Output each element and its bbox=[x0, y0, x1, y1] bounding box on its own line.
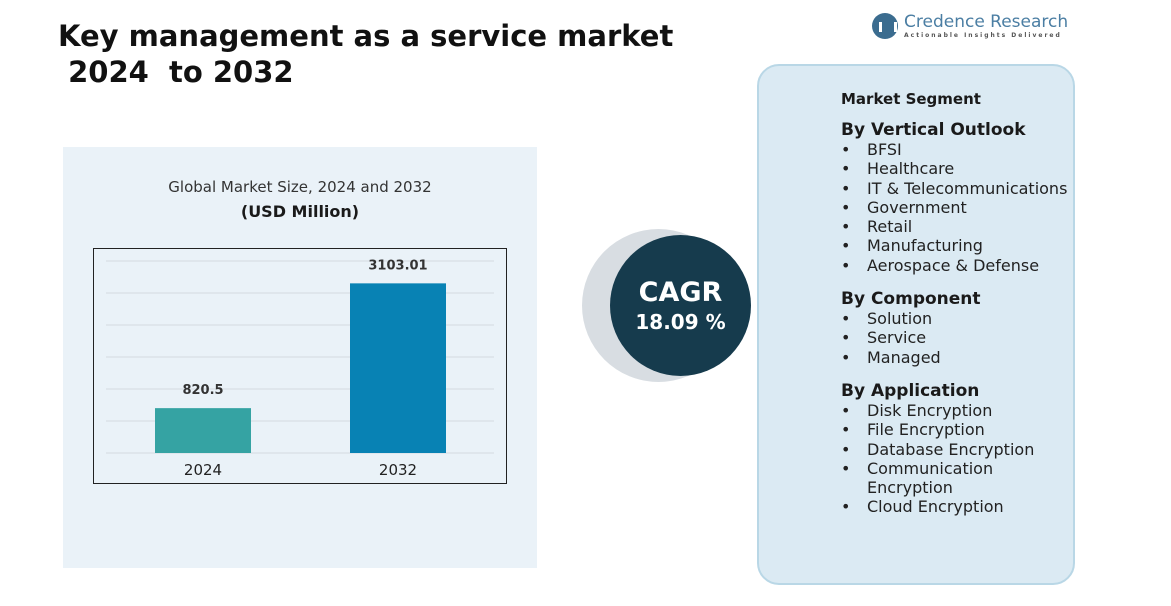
segment-item: Solution bbox=[841, 309, 1067, 329]
segment-item: Aerospace & Defense bbox=[841, 256, 1067, 276]
segment-item: Retail bbox=[841, 217, 1067, 237]
segment-item: Manufacturing bbox=[841, 236, 1067, 256]
segment-item: Service bbox=[841, 328, 1067, 348]
x-tick-label: 2032 bbox=[379, 461, 417, 479]
data-label: 820.5 bbox=[182, 383, 223, 398]
cagr-label: CAGR bbox=[638, 277, 723, 308]
page-title: Key management as a service market 2024 … bbox=[58, 19, 674, 89]
x-tick-label: 2024 bbox=[184, 461, 222, 479]
segment-title: Market Segment bbox=[841, 90, 981, 108]
cagr-value: 18.09 % bbox=[635, 310, 726, 334]
segment-item: Database Encryption bbox=[841, 440, 1067, 460]
logo-name: Credence Research bbox=[904, 12, 1069, 32]
segment-item: File Encryption bbox=[841, 420, 1067, 440]
segment-item: BFSI bbox=[841, 140, 1067, 160]
logo-icon bbox=[872, 12, 898, 39]
chart-subtitle: (USD Million) bbox=[240, 202, 360, 221]
segment-item: Managed bbox=[841, 348, 1067, 368]
data-label: 3103.01 bbox=[368, 258, 427, 273]
bar-2032 bbox=[350, 283, 446, 453]
chart-title: Global Market Size, 2024 and 2032 bbox=[168, 178, 432, 196]
segment-item: Healthcare bbox=[841, 159, 1067, 179]
market-segment-panel: Market Segment By Vertical OutlookBFSIHe… bbox=[757, 64, 1075, 585]
segment-list: BFSIHealthcareIT & TelecommunicationsGov… bbox=[841, 140, 1067, 275]
chart-area: 820.5 2024 3103.01 2032 bbox=[93, 248, 507, 484]
bar-chart: 820.5 2024 3103.01 2032 bbox=[106, 258, 494, 479]
segment-list: Disk EncryptionFile EncryptionDatabase E… bbox=[841, 401, 1067, 517]
segment-group-title: By Application bbox=[841, 380, 980, 401]
segment-item: Disk Encryption bbox=[841, 401, 1067, 421]
segment-item: Government bbox=[841, 198, 1067, 218]
segment-item: IT & Telecommunications bbox=[841, 179, 1067, 199]
segment-group-title: By Component bbox=[841, 289, 981, 310]
segment-item: Cloud Encryption bbox=[841, 497, 1067, 517]
logo: Credence Research Actionable Insights De… bbox=[872, 12, 1068, 39]
segment-group-title: By Vertical Outlook bbox=[841, 120, 1026, 140]
logo-tagline: Actionable Insights Delivered bbox=[904, 32, 1062, 39]
segment-item: Communication Encryption bbox=[841, 459, 1017, 498]
bar-2024 bbox=[155, 408, 251, 453]
cagr-badge: CAGR 18.09 % bbox=[610, 235, 751, 376]
segment-list: SolutionServiceManaged bbox=[841, 309, 1067, 367]
